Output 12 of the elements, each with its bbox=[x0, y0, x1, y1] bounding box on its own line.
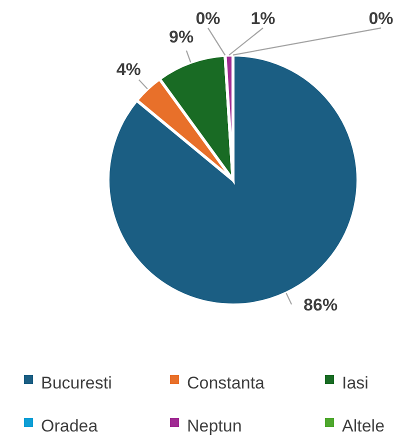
data-label: 86% bbox=[304, 295, 338, 314]
text: 0% bbox=[368, 9, 394, 28]
legend-label: Iasi bbox=[342, 373, 368, 392]
legend-label: Constanta bbox=[187, 373, 266, 392]
data-label: 4% bbox=[116, 60, 141, 79]
data-label: 1% bbox=[250, 9, 276, 28]
text: 0% bbox=[196, 9, 220, 28]
data-label: 9% bbox=[169, 28, 194, 47]
legend-label: Bucuresti bbox=[41, 373, 112, 392]
legend-label: Altele bbox=[342, 416, 385, 436]
legend-label: Oradea bbox=[41, 416, 98, 436]
legend-label: Neptun bbox=[187, 416, 242, 436]
